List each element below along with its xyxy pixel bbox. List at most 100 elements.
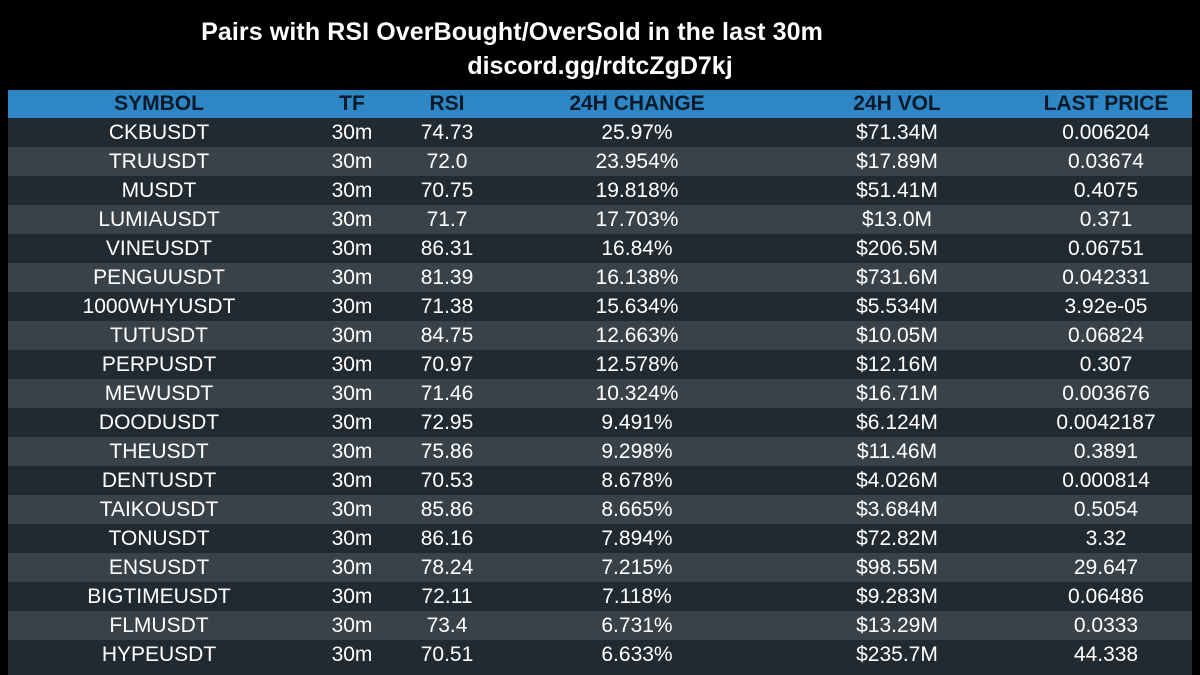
- volume-cell: $9.283M: [856, 584, 938, 608]
- column-header-24h-change[interactable]: 24H CHANGE: [569, 92, 705, 115]
- tf-cell: 30m: [331, 439, 373, 463]
- column-header-last-price[interactable]: LAST PRICE: [1043, 92, 1169, 115]
- symbol-cell: FLMUSDT: [109, 613, 209, 637]
- price-cell: 0.307: [1079, 352, 1133, 376]
- table-row[interactable]: HYPEUSDT 30m 70.51 6.633% $235.7M 44.338: [8, 640, 1192, 669]
- price-cell: 3.32: [1085, 526, 1127, 550]
- column-header-rsi[interactable]: RSI: [429, 92, 465, 115]
- table-row[interactable]: LUMIAUSDT 30m 71.7 17.703% $13.0M 0.371: [8, 205, 1192, 234]
- tf-cell: 30m: [331, 555, 373, 579]
- price-cell: 0.0042187: [1056, 410, 1156, 434]
- rsi-cell: 85.86: [420, 497, 474, 521]
- rsi-cell: 84.75: [420, 323, 474, 347]
- change-cell: 9.298%: [601, 439, 673, 463]
- page-title: Pairs with RSI OverBought/OverSold in th…: [201, 18, 823, 46]
- rsi-cell: 73.4: [426, 613, 468, 637]
- table-body: CKBUSDT 30m 74.73 25.97% $71.34M 0.006204 TRUU…: [8, 118, 1192, 669]
- volume-cell: $10.05M: [856, 323, 938, 347]
- rsi-cell: 72.0: [426, 149, 468, 173]
- discord-link[interactable]: discord.gg/rdtcZgD7kj: [467, 52, 733, 80]
- volume-cell: $6.124M: [856, 410, 938, 434]
- table-row[interactable]: TAIKOUSDT 30m 85.86 8.665% $3.684M 0.5054: [8, 495, 1192, 524]
- table-row[interactable]: DOODUSDT 30m 72.95 9.491% $6.124M 0.0042187: [8, 408, 1192, 437]
- rsi-cell: 81.39: [420, 265, 474, 289]
- volume-cell: $3.684M: [856, 497, 938, 521]
- rsi-cell: 86.16: [420, 526, 474, 550]
- price-cell: 0.006204: [1062, 120, 1150, 144]
- price-cell: 44.338: [1073, 642, 1139, 666]
- volume-cell: $51.41M: [856, 178, 938, 202]
- rsi-cell: 72.95: [420, 410, 474, 434]
- price-cell: 0.3891: [1073, 439, 1139, 463]
- change-cell: 7.118%: [602, 584, 672, 608]
- rsi-cell: 71.46: [420, 381, 474, 405]
- change-cell: 17.703%: [595, 207, 679, 231]
- table-row[interactable]: MUSDT 30m 70.75 19.818% $51.41M 0.4075: [8, 176, 1192, 205]
- symbol-cell: HYPEUSDT: [101, 642, 217, 666]
- price-cell: 3.92e-05: [1064, 294, 1148, 318]
- change-cell: 6.731%: [601, 613, 673, 637]
- change-cell: 15.634%: [595, 294, 679, 318]
- change-cell: 19.818%: [595, 178, 679, 202]
- rsi-cell: 74.73: [420, 120, 474, 144]
- tf-cell: 30m: [331, 642, 373, 666]
- change-cell: 8.665%: [601, 497, 673, 521]
- table-row[interactable]: BIGTIMEUSDT 30m 72.11 7.118% $9.283M 0.06486: [8, 582, 1192, 611]
- column-header-tf[interactable]: TF: [339, 92, 365, 115]
- tf-cell: 30m: [331, 526, 373, 550]
- table-row[interactable]: TRUUSDT 30m 72.0 23.954% $17.89M 0.03674: [8, 147, 1192, 176]
- table-row[interactable]: PERPUSDT 30m 70.97 12.578% $12.16M 0.307: [8, 350, 1192, 379]
- tf-cell: 30m: [331, 149, 373, 173]
- column-header-symbol[interactable]: SYMBOL: [114, 92, 204, 115]
- price-cell: 0.000814: [1062, 468, 1150, 492]
- symbol-cell: 1000WHYUSDT: [82, 294, 236, 318]
- table-row[interactable]: TUTUSDT 30m 84.75 12.663% $10.05M 0.06824: [8, 321, 1192, 350]
- volume-cell: $11.46M: [856, 439, 938, 463]
- table-header-row: SYMBOL TF RSI 24H CHANGE 24H VOL LAST PR…: [8, 90, 1192, 118]
- price-cell: 0.03674: [1068, 149, 1144, 173]
- rsi-cell: 70.51: [420, 642, 474, 666]
- tf-cell: 30m: [331, 381, 373, 405]
- volume-cell: $72.82M: [856, 526, 938, 550]
- rsi-cell: 70.97: [420, 352, 474, 376]
- volume-cell: $4.026M: [856, 468, 938, 492]
- change-cell: 9.491%: [601, 410, 673, 434]
- volume-cell: $71.34M: [856, 120, 938, 144]
- rsi-cell: 70.75: [420, 178, 474, 202]
- table-row[interactable]: DENTUSDT 30m 70.53 8.678% $4.026M 0.000814: [8, 466, 1192, 495]
- table-row[interactable]: 1000WHYUSDT 30m 71.38 15.634% $5.534M 3.92e-0…: [8, 292, 1192, 321]
- volume-cell: $5.534M: [856, 294, 938, 318]
- table-row[interactable]: MEWUSDT 30m 71.46 10.324% $16.71M 0.003676: [8, 379, 1192, 408]
- volume-cell: $98.55M: [856, 555, 938, 579]
- price-cell: 0.06751: [1068, 236, 1144, 260]
- table-row[interactable]: ENSUSDT 30m 78.24 7.215% $98.55M 29.647: [8, 553, 1192, 582]
- rsi-cell: 71.38: [420, 294, 474, 318]
- symbol-cell: DENTUSDT: [101, 468, 217, 492]
- table-row[interactable]: VINEUSDT 30m 86.31 16.84% $206.5M 0.06751: [8, 234, 1192, 263]
- tf-cell: 30m: [331, 207, 373, 231]
- table-row[interactable]: THEUSDT 30m 75.86 9.298% $11.46M 0.3891: [8, 437, 1192, 466]
- price-cell: 29.647: [1073, 555, 1139, 579]
- symbol-cell: MUSDT: [121, 178, 197, 202]
- rsi-cell: 75.86: [420, 439, 474, 463]
- symbol-cell: PERPUSDT: [101, 352, 217, 376]
- symbol-cell: TONUSDT: [108, 526, 210, 550]
- price-cell: 0.003676: [1062, 381, 1150, 405]
- rsi-cell: 72.11: [421, 584, 473, 608]
- volume-cell: $206.5M: [856, 236, 938, 260]
- table-row[interactable]: CKBUSDT 30m 74.73 25.97% $71.34M 0.006204: [8, 118, 1192, 147]
- table-row[interactable]: FLMUSDT 30m 73.4 6.731% $13.29M 0.0333: [8, 611, 1192, 640]
- price-cell: 0.4075: [1073, 178, 1139, 202]
- change-cell: 16.138%: [595, 265, 679, 289]
- tf-cell: 30m: [331, 323, 373, 347]
- table-row[interactable]: PENGUUSDT 30m 81.39 16.138% $731.6M 0.042331: [8, 263, 1192, 292]
- rsi-cell: 71.7: [426, 207, 468, 231]
- column-header-24h-vol[interactable]: 24H VOL: [853, 92, 941, 115]
- rsi-cell: 70.53: [420, 468, 474, 492]
- tf-cell: 30m: [331, 265, 373, 289]
- tf-cell: 30m: [331, 613, 373, 637]
- volume-cell: $13.29M: [856, 613, 938, 637]
- change-cell: 10.324%: [595, 381, 679, 405]
- table-row[interactable]: TONUSDT 30m 86.16 7.894% $72.82M 3.32: [8, 524, 1192, 553]
- volume-cell: $16.71M: [856, 381, 938, 405]
